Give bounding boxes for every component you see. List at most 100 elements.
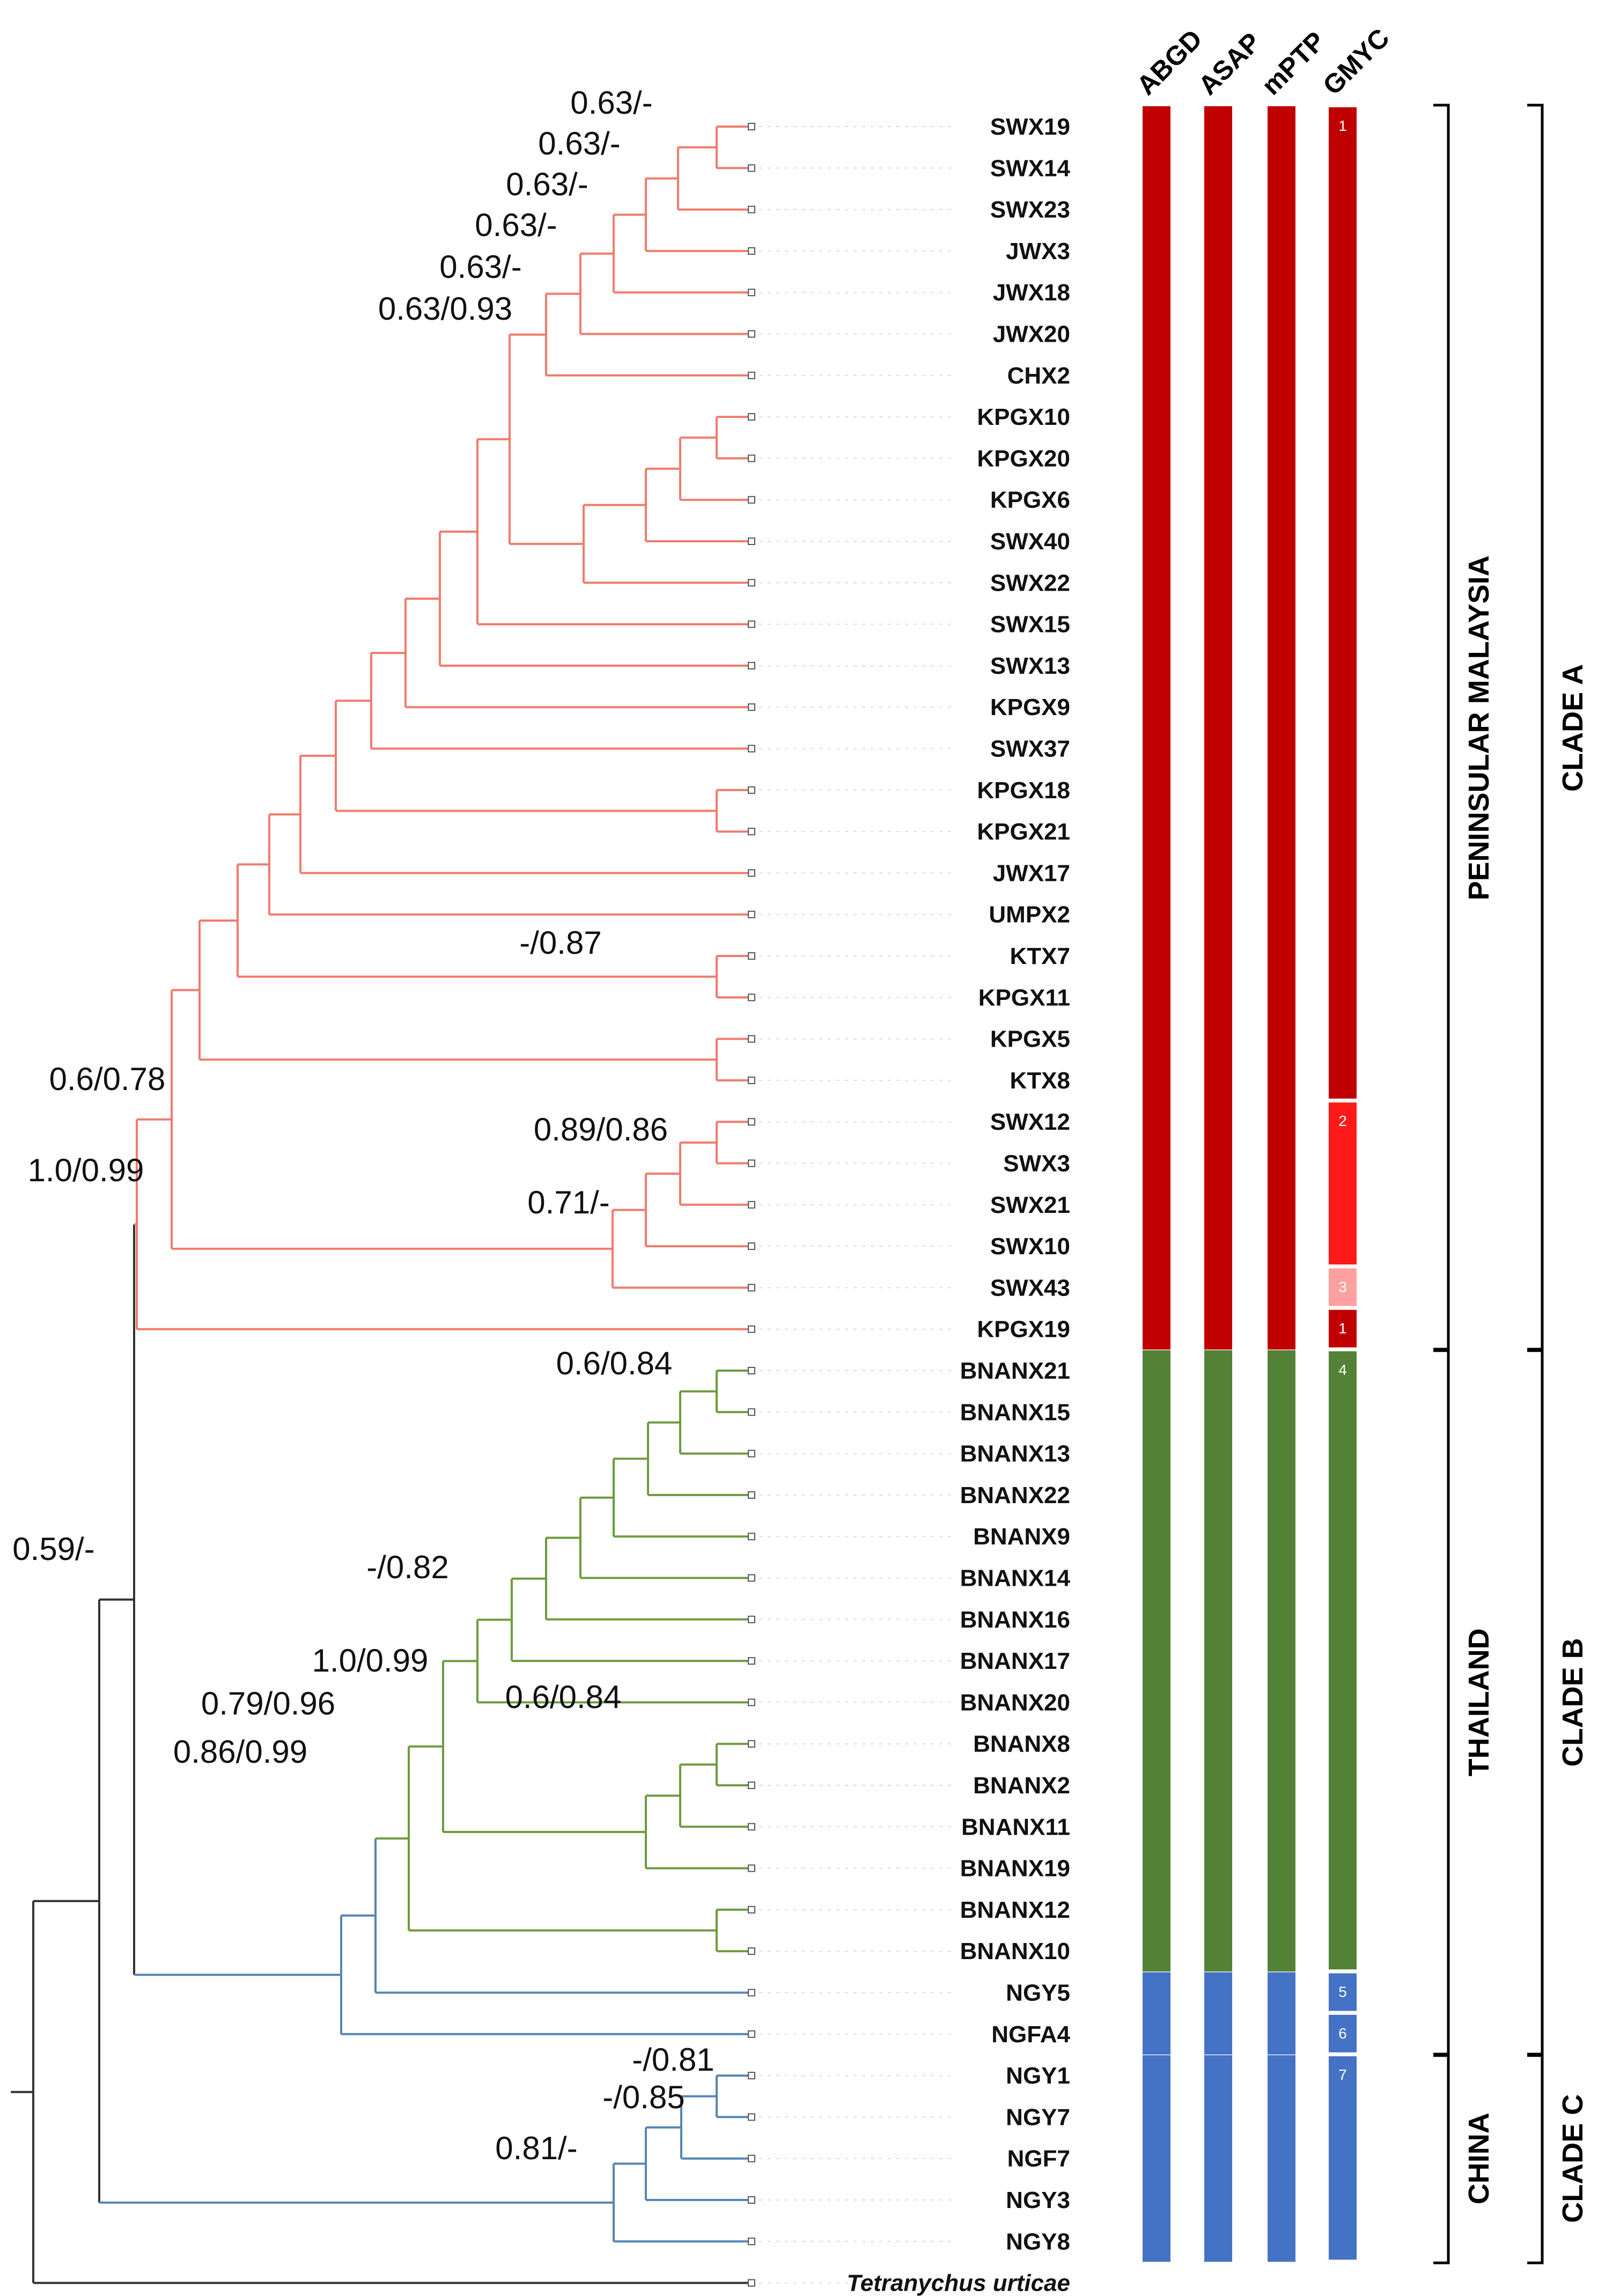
taxon-label: KPGX19: [977, 1316, 1070, 1343]
tip-marker: [748, 1782, 755, 1789]
taxon-label: BNANX17: [960, 1648, 1070, 1674]
tip-marker: [748, 1491, 755, 1499]
taxon-label: BNANX11: [961, 1814, 1070, 1840]
support-value: -/0.81: [632, 2042, 714, 2078]
clade-bracket: [1527, 1348, 1544, 2057]
tip-marker: [748, 1615, 755, 1623]
taxon-label: SWX13: [990, 653, 1070, 679]
bar-segment-clade-b: [1204, 1350, 1232, 1972]
tip-marker: [748, 869, 755, 877]
tip-marker: [748, 703, 755, 711]
tip-marker: [748, 205, 755, 214]
bar-segment-clade-a: [1204, 106, 1232, 1350]
method-header: ABGD: [1131, 24, 1208, 101]
tip-marker: [748, 371, 755, 379]
taxon-label: NGY1: [1006, 2063, 1070, 2089]
bar-segment-clade-c: [1268, 2055, 1295, 2262]
support-value: 1.0/0.99: [28, 1152, 144, 1188]
taxon-label: UMPX2: [989, 902, 1070, 928]
tip-marker: [748, 1989, 755, 1997]
tip-marker: [748, 1533, 755, 1541]
taxon-label: KPGX9: [990, 694, 1070, 720]
support-value: 0.6/0.84: [505, 1679, 622, 1715]
tip-marker: [748, 1035, 755, 1043]
tip-marker: [748, 2113, 755, 2121]
tip-marker: [748, 164, 755, 172]
taxon-label: SWX43: [990, 1275, 1070, 1301]
support-value: 0.63/-: [506, 166, 588, 202]
tip-marker: [748, 745, 755, 753]
gmyc-group-number: 3: [1338, 1278, 1347, 1295]
tip-marker: [748, 2279, 755, 2287]
tip-marker: [748, 123, 755, 130]
taxon-label: SWX10: [990, 1233, 1070, 1260]
clade-bracket: [1527, 2052, 1544, 2264]
tip-marker: [748, 2196, 755, 2204]
taxon-label: NGY7: [1006, 2104, 1070, 2130]
bar-segment-clade-c: [1204, 2055, 1232, 2262]
taxon-label: NGY8: [1006, 2228, 1070, 2255]
taxon-label: JWX18: [993, 279, 1070, 306]
tip-marker: [748, 538, 755, 545]
method-header: ASAP: [1192, 27, 1266, 101]
support-values: 0.63/- 0.63/- 0.63/- 0.63/- 0.63/- 0.63/0.93 -…: [12, 85, 714, 2166]
taxon-label: SWX15: [990, 612, 1070, 638]
bar-segment-clade-b-blue: [1143, 1972, 1170, 2055]
taxon-label: Tetranychus urticae: [846, 2270, 1070, 2296]
tip-marker: [748, 289, 755, 297]
tip-marker: [748, 413, 755, 421]
tip-marker: [748, 952, 755, 960]
tip-marker: [748, 1118, 755, 1126]
bar-segment-clade-b-blue: [1204, 1972, 1232, 2055]
tip-marker: [748, 620, 755, 628]
tip-marker: [748, 2238, 755, 2246]
tip-marker: [748, 1905, 755, 1914]
delimitation-bars: 1 2 3 1 4 5 6 7: [1143, 106, 1357, 2262]
taxon-label: BNANX20: [960, 1689, 1070, 1716]
bar-segment-clade-b: [1268, 1350, 1295, 1972]
tip-markers: [748, 123, 955, 2287]
region-label: THAILAND: [1463, 1628, 1495, 1776]
gmyc-segment: [1329, 2056, 1357, 2260]
taxon-label: CHX2: [1007, 363, 1070, 389]
tip-marker: [748, 1947, 755, 1955]
taxon-label: KPGX18: [977, 777, 1070, 804]
tip-marker: [748, 1864, 755, 1872]
tip-marker: [748, 1823, 755, 1831]
support-value: 0.86/0.99: [173, 1734, 307, 1770]
tip-marker: [748, 1284, 755, 1292]
support-value: 0.63/-: [439, 249, 521, 285]
gmyc-group-number: 4: [1338, 1362, 1347, 1378]
taxon-label: BNANX2: [973, 1772, 1070, 1799]
clade-bracket: [1527, 104, 1544, 1352]
support-value: -/0.82: [366, 1549, 448, 1585]
support-value: 0.63/-: [475, 207, 557, 243]
gmyc-group-number: 2: [1338, 1113, 1347, 1129]
clade-label: CLADE C: [1557, 2094, 1589, 2223]
region-bracket: [1433, 104, 1450, 1352]
support-value: 0.6/0.84: [556, 1345, 673, 1381]
tip-marker: [748, 1740, 755, 1748]
taxon-label: SWX3: [1003, 1151, 1070, 1177]
gmyc-segment: [1329, 1268, 1357, 1306]
gmyc-segment: [1329, 107, 1357, 1099]
gmyc-group-number: 1: [1338, 1320, 1347, 1337]
taxon-label: BNANX12: [960, 1897, 1070, 1923]
support-value: 0.63/-: [538, 126, 620, 161]
region-label: CHINA: [1463, 2113, 1495, 2204]
support-value: 0.63/-: [570, 85, 652, 121]
bar-segment-clade-c: [1143, 2055, 1170, 2262]
region-bracket: [1433, 2052, 1450, 2264]
tip-marker: [748, 828, 755, 836]
taxon-label: SWX19: [990, 114, 1070, 140]
taxon-label: BNANX8: [973, 1731, 1070, 1757]
taxon-label: BNANX15: [960, 1399, 1070, 1425]
bar-segment-clade-a: [1143, 106, 1170, 1350]
tip-marker: [748, 1076, 755, 1084]
method-header: mPTP: [1256, 26, 1331, 101]
taxon-label: KPGX20: [977, 445, 1070, 472]
taxon-label: BNANX9: [973, 1524, 1070, 1550]
tip-marker: [748, 1159, 755, 1167]
gmyc-segment: [1329, 1102, 1357, 1265]
